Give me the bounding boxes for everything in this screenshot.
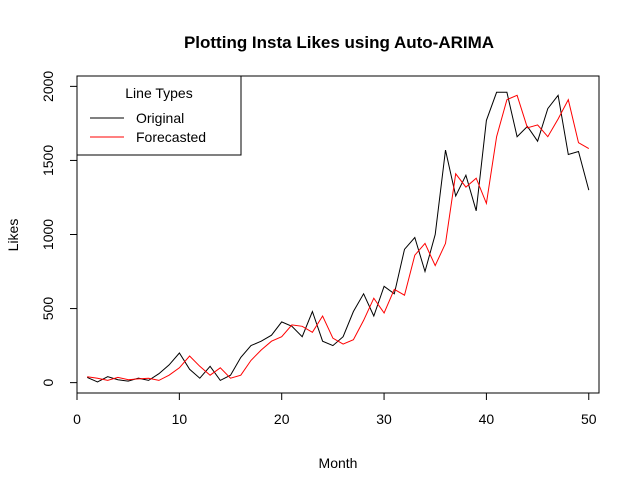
x-tick-label: 0 (73, 411, 81, 427)
x-axis-label: Month (319, 455, 358, 471)
y-tick-label: 1500 (40, 145, 56, 176)
chart-title: Plotting Insta Likes using Auto-ARIMA (184, 33, 494, 52)
y-tick-label: 500 (40, 297, 56, 321)
series-line-forecasted (87, 94, 590, 381)
x-tick-label: 50 (581, 411, 597, 427)
legend: Line Types Original Forecasted (76, 75, 242, 156)
x-tick-label: 20 (274, 411, 290, 427)
legend-box (76, 75, 242, 156)
legend-label-forecasted: Forecasted (136, 129, 206, 145)
series-layer (86, 91, 590, 383)
x-tick-label: 30 (376, 411, 392, 427)
y-tick-label: 1000 (40, 219, 56, 250)
legend-title: Line Types (125, 85, 192, 101)
x-tick-label: 40 (479, 411, 495, 427)
x-axis: 0 10 20 30 40 50 (73, 392, 597, 427)
y-tick-label: 2000 (40, 71, 56, 102)
legend-label-original: Original (136, 110, 184, 126)
y-axis-label: Likes (5, 219, 21, 252)
y-tick-label: 0 (40, 379, 56, 387)
y-axis: 0 500 1000 1500 2000 (40, 71, 78, 387)
x-tick-label: 10 (172, 411, 188, 427)
